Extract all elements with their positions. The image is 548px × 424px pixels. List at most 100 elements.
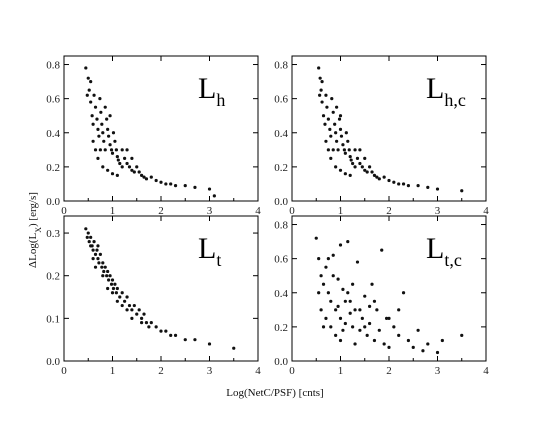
data-point (149, 175, 153, 179)
y-tick-label: 0.2 (46, 271, 60, 283)
data-point (338, 243, 343, 247)
data-point (460, 189, 464, 193)
data-point (341, 287, 345, 291)
data-point (101, 131, 105, 135)
data-point (346, 139, 350, 143)
data-point (106, 286, 110, 291)
data-point (338, 127, 343, 131)
data-point (326, 257, 330, 261)
data-point (317, 66, 321, 70)
data-point (92, 93, 96, 97)
data-point (319, 308, 323, 312)
data-point (101, 274, 105, 278)
data-point (97, 261, 101, 265)
panel-label-sub: h,c (444, 90, 466, 110)
data-point (375, 175, 379, 179)
data-point (335, 105, 339, 109)
data-point (96, 127, 100, 131)
y-tick-label: 0.6 (274, 254, 288, 266)
data-point (115, 299, 119, 303)
y-tick-label: 0.2 (274, 162, 288, 174)
data-point (336, 148, 340, 152)
data-point (132, 170, 136, 174)
data-point (338, 168, 343, 172)
data-point (334, 308, 338, 312)
data-point (368, 165, 372, 169)
data-point (100, 265, 104, 269)
data-point (348, 155, 352, 159)
data-point (338, 114, 343, 118)
data-point (137, 308, 141, 312)
data-point (382, 175, 386, 179)
data-point (118, 295, 122, 299)
data-point (96, 244, 100, 248)
data-point (130, 168, 134, 172)
data-point (127, 303, 132, 308)
data-point (173, 333, 178, 338)
data-point (193, 338, 197, 342)
data-point (324, 316, 328, 320)
data-point (114, 291, 118, 295)
data-point (207, 342, 212, 346)
panel-label-main: L (198, 72, 216, 105)
data-point (109, 282, 114, 286)
x-tick-label: 3 (207, 365, 213, 377)
data-point (406, 338, 410, 343)
data-point (343, 151, 347, 155)
data-point (169, 333, 173, 338)
data-point (97, 134, 101, 138)
data-point (372, 173, 377, 178)
data-point (317, 291, 321, 295)
panel-label-main: L (198, 232, 216, 265)
data-point (84, 66, 88, 70)
data-point (118, 161, 122, 166)
data-point (401, 291, 406, 295)
data-point (93, 265, 98, 269)
data-point (84, 227, 88, 231)
data-point (347, 148, 351, 152)
x-tick-label: 2 (386, 205, 392, 217)
data-point (164, 329, 168, 333)
data-point (363, 168, 367, 172)
data-point (349, 158, 353, 162)
data-point (323, 122, 327, 126)
data-point (426, 185, 430, 189)
x-tick-label: 3 (207, 205, 213, 217)
data-point (120, 165, 124, 169)
data-point (110, 291, 115, 295)
data-point (111, 286, 116, 291)
data-point (334, 333, 338, 338)
data-point (343, 321, 347, 326)
data-point (337, 117, 342, 121)
data-point (334, 131, 338, 135)
data-point (123, 299, 127, 303)
x-tick-label: 1 (110, 205, 116, 217)
data-point (164, 182, 168, 186)
data-point (99, 110, 103, 114)
data-point (105, 117, 109, 121)
data-point (320, 79, 324, 84)
data-point (336, 277, 340, 281)
data-point (144, 321, 149, 325)
data-point (375, 308, 379, 312)
data-point (130, 308, 134, 312)
x-tick-label: 3 (435, 205, 441, 217)
data-point (341, 143, 345, 147)
data-point (130, 316, 134, 320)
data-point (344, 131, 348, 135)
panel-label-main: L (426, 232, 444, 265)
data-point (326, 291, 330, 295)
data-point (96, 156, 100, 160)
data-point (387, 316, 391, 320)
data-point (137, 170, 141, 174)
data-point (358, 161, 362, 166)
plot-frame (63, 55, 259, 202)
data-point (358, 328, 362, 332)
x-tick-label: 1 (338, 365, 344, 377)
data-point (368, 304, 372, 309)
panel-1: 0 1 2 3 4 0.0 0.2 0.4 0.6 0.8 Lh (46, 55, 261, 217)
data-point (342, 148, 346, 152)
data-point (329, 134, 333, 138)
data-point (98, 97, 102, 101)
